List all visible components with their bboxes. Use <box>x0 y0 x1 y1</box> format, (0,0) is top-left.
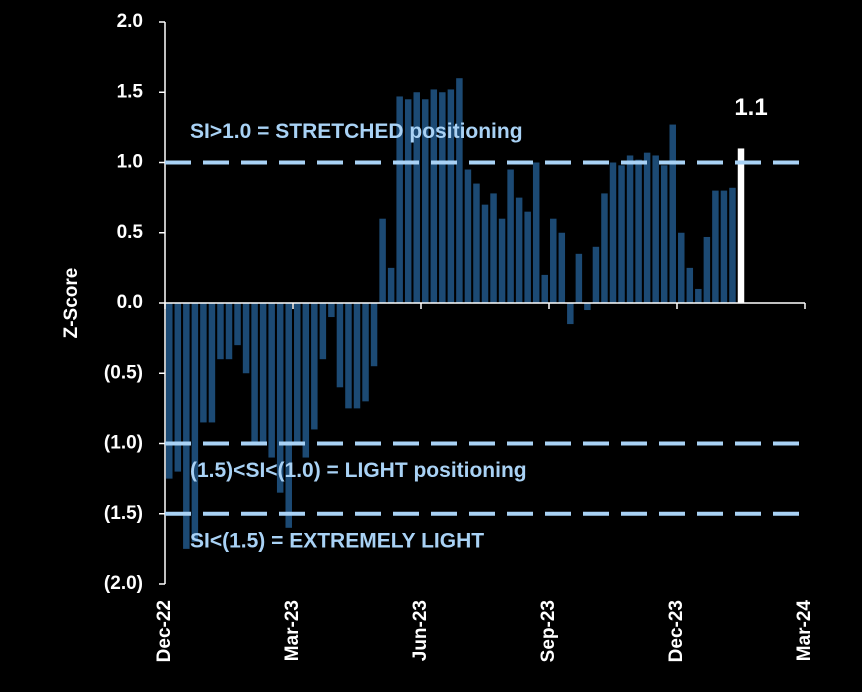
y-tick-label: 0.0 <box>117 292 143 313</box>
y-tick-label: (0.5) <box>104 362 143 383</box>
x-tick-label: Mar-23 <box>282 600 303 661</box>
bar <box>259 303 267 444</box>
bar <box>541 274 548 303</box>
reference-label: (1.5)<SI<(1.0) = LIGHT positioning <box>190 459 527 482</box>
bar <box>208 303 216 423</box>
bar <box>558 232 566 303</box>
y-axis-label: Z-Score <box>61 268 82 339</box>
value-label: 1.1 <box>734 94 767 121</box>
bar <box>584 303 591 311</box>
bar <box>695 288 702 303</box>
bar <box>251 303 258 444</box>
bar <box>413 92 420 303</box>
bar <box>242 303 250 374</box>
bar <box>626 155 634 303</box>
bar <box>311 303 318 430</box>
bar <box>507 169 514 303</box>
bar <box>430 89 438 303</box>
bar <box>225 303 233 360</box>
bar <box>200 303 207 423</box>
x-tick-label: Dec-23 <box>666 600 687 662</box>
bar <box>234 303 241 346</box>
bar <box>550 218 557 303</box>
bar <box>464 169 472 303</box>
bar <box>515 197 523 303</box>
bar <box>643 152 651 303</box>
bar <box>191 303 199 542</box>
bar <box>302 303 310 458</box>
bar <box>456 78 463 303</box>
bar <box>660 165 668 303</box>
bar <box>166 303 173 479</box>
bar <box>498 218 506 303</box>
y-tick-label: (1.5) <box>104 503 143 524</box>
bar <box>370 303 378 367</box>
bar <box>524 211 531 303</box>
bar <box>712 190 719 303</box>
bar <box>575 253 583 303</box>
bar <box>276 303 284 493</box>
y-tick-label: (1.0) <box>104 433 143 454</box>
bar <box>294 303 301 444</box>
bar <box>319 303 327 360</box>
y-tick-label: 0.5 <box>117 222 144 243</box>
x-tick-label: Dec-22 <box>154 600 175 662</box>
reference-label: SI<(1.5) = EXTREMELY LIGHT <box>190 529 484 552</box>
bar <box>396 96 403 303</box>
bar <box>285 303 292 528</box>
reference-label: SI>1.0 = STRETCHED positioning <box>190 120 523 143</box>
bar <box>404 99 412 304</box>
bar <box>635 159 642 303</box>
y-tick-label: 2.0 <box>117 11 143 32</box>
bar <box>362 303 369 402</box>
bar <box>601 193 608 303</box>
bar <box>567 303 574 325</box>
bar <box>729 187 736 303</box>
bar <box>353 303 361 409</box>
bar <box>379 218 386 303</box>
bar <box>328 303 335 318</box>
x-tick-label: Sep-23 <box>538 600 559 662</box>
x-tick-label: Jun-23 <box>410 600 431 661</box>
y-tick-label: 1.0 <box>117 152 143 173</box>
bar <box>422 99 429 304</box>
bar <box>439 92 446 303</box>
x-tick-label: Mar-24 <box>794 600 815 662</box>
bar <box>737 148 745 303</box>
bar <box>447 89 455 303</box>
bar <box>686 267 694 303</box>
bar <box>481 204 489 303</box>
bar <box>174 303 182 472</box>
bar <box>703 236 711 303</box>
bar <box>678 232 685 303</box>
bar <box>473 183 480 303</box>
bar <box>387 267 395 303</box>
bar <box>183 303 190 549</box>
bar <box>268 303 275 458</box>
bar <box>720 190 728 303</box>
bar <box>532 162 540 303</box>
bar <box>592 246 600 303</box>
bar <box>618 165 625 303</box>
bar <box>652 155 659 303</box>
bar <box>669 124 676 303</box>
bar <box>336 303 344 388</box>
y-tick-label: (2.0) <box>104 573 143 594</box>
bar <box>217 303 224 360</box>
y-tick-label: 1.5 <box>117 81 144 102</box>
bar <box>345 303 352 409</box>
bar <box>490 193 497 303</box>
bar <box>609 162 617 303</box>
